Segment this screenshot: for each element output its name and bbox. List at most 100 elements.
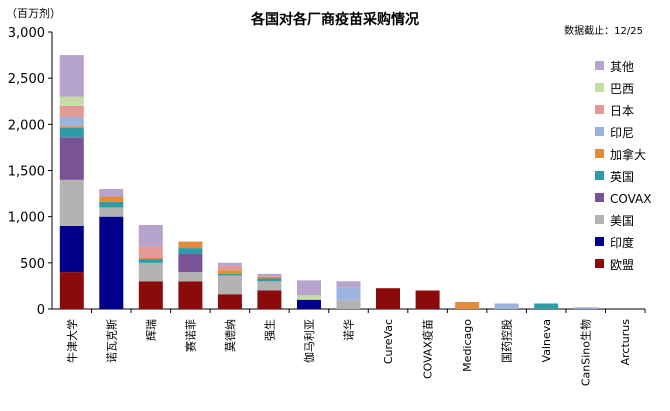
x-tick-label: COVAX疫苗 bbox=[421, 319, 435, 379]
bar-segment bbox=[217, 273, 242, 276]
bar-segment bbox=[138, 281, 163, 309]
bar-segment bbox=[99, 201, 124, 208]
bar-segment bbox=[376, 288, 400, 309]
legend-swatch bbox=[595, 237, 604, 246]
bar-segment bbox=[217, 262, 242, 266]
x-tick-label: 牛津大学 bbox=[65, 319, 79, 363]
bar-segment bbox=[257, 278, 282, 282]
legend-swatch bbox=[595, 127, 604, 136]
y-tick-label: 0 bbox=[37, 303, 45, 318]
x-tick-label: 伽马利亚 bbox=[302, 319, 316, 363]
bar-segment bbox=[138, 262, 163, 282]
y-tick-label: 2,500 bbox=[8, 72, 45, 87]
y-tick-label: 1,000 bbox=[8, 211, 45, 226]
bar-segment bbox=[178, 248, 203, 254]
legend-label: 印度 bbox=[610, 235, 634, 250]
x-tick-label: 诺华 bbox=[342, 319, 356, 341]
bar-segment bbox=[138, 225, 163, 247]
legend-swatch bbox=[595, 61, 604, 70]
legend-label: 日本 bbox=[610, 104, 634, 118]
x-tick-label: 强生 bbox=[262, 319, 276, 341]
x-tick-label: Medicago bbox=[461, 319, 474, 372]
bar-segment bbox=[178, 272, 203, 282]
bar-segment bbox=[455, 302, 480, 309]
legend-swatch bbox=[595, 105, 604, 114]
legend-label: 印尼 bbox=[610, 126, 634, 140]
bar-segment bbox=[217, 270, 242, 274]
bar-segment bbox=[257, 273, 282, 277]
bar-segment bbox=[178, 241, 203, 249]
legend-swatch bbox=[595, 193, 604, 202]
legend-swatch bbox=[595, 171, 604, 180]
bar-segment bbox=[217, 294, 242, 309]
x-tick-label: CanSino生物 bbox=[579, 319, 593, 386]
x-tick-label: 莫德纳 bbox=[223, 319, 237, 352]
bar-segment bbox=[297, 299, 321, 309]
bar-segment bbox=[494, 303, 519, 309]
bar-segment bbox=[59, 179, 84, 226]
bar-segment bbox=[257, 281, 282, 291]
x-tick-label: Arcturus bbox=[619, 319, 632, 366]
bar-segment bbox=[336, 281, 361, 288]
bar-segment bbox=[415, 290, 440, 309]
x-tick-label: 国药控股 bbox=[500, 319, 514, 363]
bar-segment bbox=[217, 265, 242, 271]
y-tick-label: 1,500 bbox=[8, 165, 45, 180]
x-tick-label: 赛诺菲 bbox=[183, 319, 197, 352]
x-tick-label: 诺瓦克斯 bbox=[105, 319, 118, 363]
bar-segment bbox=[99, 196, 124, 202]
legend-swatch bbox=[595, 259, 604, 268]
bar-segment bbox=[257, 290, 282, 309]
bar-segment bbox=[59, 126, 84, 128]
legend-label: COVAX bbox=[610, 192, 651, 206]
bar-segment bbox=[297, 280, 321, 296]
bar-segment bbox=[534, 303, 559, 309]
bar-segment bbox=[138, 259, 163, 263]
bar-segment bbox=[178, 253, 203, 273]
bar-segment bbox=[573, 307, 598, 309]
bar-segment bbox=[297, 295, 321, 300]
x-tick-label: Valneva bbox=[540, 319, 553, 362]
x-tick-label: CureVac bbox=[382, 319, 395, 364]
bar-segment bbox=[59, 128, 84, 138]
x-ticks: 牛津大学 诺瓦克斯 辉瑞 赛诺菲 莫德纳 强生 伽马利亚 诺华 CureVac COVAX疫苗 Me… bbox=[65, 309, 646, 386]
bar-segment bbox=[138, 257, 163, 260]
legend-swatch bbox=[595, 149, 604, 158]
legend-swatch bbox=[595, 83, 604, 92]
bar-segment bbox=[138, 246, 163, 258]
bar-segment bbox=[59, 272, 84, 309]
bar-segment bbox=[99, 216, 124, 309]
y-tick-label: 2,000 bbox=[8, 118, 45, 133]
legend-label: 加拿大 bbox=[610, 147, 646, 162]
x-tick-label: 辉瑞 bbox=[144, 319, 158, 341]
bar-segment bbox=[59, 96, 84, 106]
bar-segment bbox=[336, 299, 361, 309]
legend-swatch bbox=[595, 215, 604, 224]
bars-group bbox=[59, 55, 598, 309]
bar-segment bbox=[336, 287, 361, 300]
legend-label: 美国 bbox=[610, 214, 634, 228]
bar-segment bbox=[59, 116, 84, 127]
bar-segment bbox=[59, 137, 84, 180]
bar-segment bbox=[217, 275, 242, 295]
bar-segment bbox=[257, 276, 282, 279]
bar-segment bbox=[59, 225, 84, 273]
bar-segment bbox=[59, 55, 84, 97]
legend-label: 其他 bbox=[610, 60, 634, 74]
bar-segment bbox=[99, 189, 124, 197]
legend-label: 巴西 bbox=[610, 82, 634, 96]
legend-label: 英国 bbox=[610, 170, 634, 184]
bar-segment bbox=[178, 281, 203, 309]
y-ticks: 0 500 1,000 1,500 2,000 2,500 3,000 bbox=[8, 26, 52, 318]
bar-segment bbox=[59, 105, 84, 117]
bar-segment bbox=[99, 207, 124, 217]
y-unit-label: （百万剂） bbox=[6, 6, 61, 20]
y-tick-label: 500 bbox=[20, 257, 45, 272]
data-cutoff-note: 数据截止：12/25 bbox=[564, 24, 643, 37]
chart-title: 各国对各厂商疫苗采购情况 bbox=[250, 11, 419, 28]
y-tick-label: 3,000 bbox=[8, 26, 45, 41]
legend-label: 欧盟 bbox=[610, 258, 634, 272]
